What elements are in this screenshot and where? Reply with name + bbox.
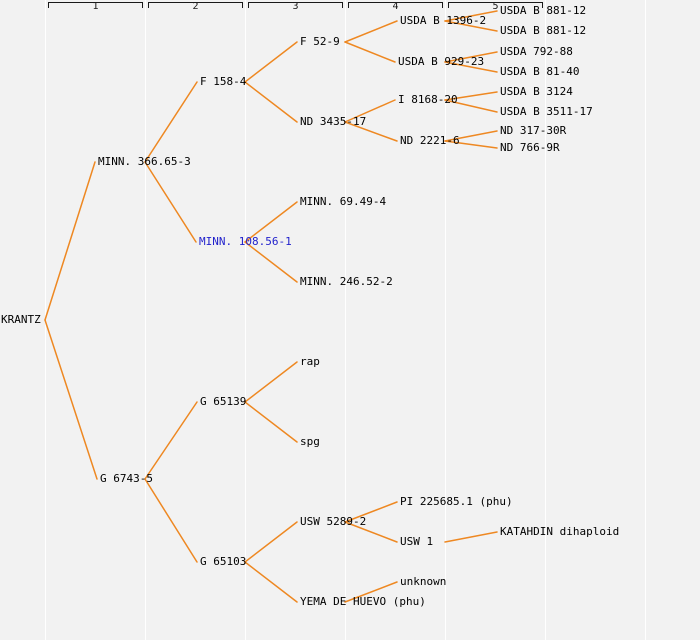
pedigree-node-usdab8140[interactable]: USDA B 81-40: [500, 65, 580, 78]
pedigree-node-yema[interactable]: YEMA DE HUEVO (phu): [300, 595, 426, 608]
pedigree-edge: [344, 20, 398, 43]
pedigree-edge: [144, 478, 198, 563]
pedigree-node-g65103[interactable]: G 65103: [200, 555, 247, 568]
pedigree-edge: [344, 521, 398, 543]
generation-label: 5: [492, 1, 499, 12]
pedigree-edge: [444, 20, 498, 32]
pedigree-edge: [444, 51, 498, 63]
pedigree-edge: [244, 521, 298, 563]
generation-bracket: [448, 2, 543, 8]
generation-bracket: [48, 2, 143, 8]
pedigree-edge: [444, 61, 498, 73]
pedigree-node-minn246522[interactable]: MINN. 246.52-2: [300, 275, 393, 288]
pedigree-edge: [444, 91, 498, 101]
generation-bracket: [248, 2, 343, 8]
pedigree-edge: [344, 581, 398, 603]
pedigree-node-g65139[interactable]: G 65139: [200, 395, 247, 408]
pedigree-node-minn36665[interactable]: MINN. 366.65-3: [98, 155, 191, 168]
pedigree-node-f1584[interactable]: F 158-4: [200, 75, 247, 88]
pedigree-edge: [144, 401, 198, 480]
pedigree-node-i816820[interactable]: I 8168-20: [398, 93, 458, 106]
pedigree-edge: [444, 140, 498, 149]
pedigree-edge: [144, 81, 198, 163]
generation-label: 1: [92, 1, 99, 12]
pedigree-node-usda79288[interactable]: USDA 792-88: [500, 45, 573, 58]
column-gridline: [445, 0, 446, 640]
pedigree-node-usdab92923[interactable]: USDA B 929-23: [398, 55, 485, 68]
pedigree-edge: [344, 121, 398, 142]
pedigree-node-usdab88112a[interactable]: USDA B 881-12: [500, 4, 587, 17]
pedigree-edge: [344, 501, 398, 523]
pedigree-node-usdab3124[interactable]: USDA B 3124: [500, 85, 573, 98]
pedigree-node-spg[interactable]: spg: [300, 435, 320, 448]
pedigree-edge: [244, 241, 298, 283]
pedigree-node-rap[interactable]: rap: [300, 355, 320, 368]
pedigree-node-krantz[interactable]: KRANTZ: [1, 313, 41, 326]
pedigree-edge: [44, 161, 96, 321]
pedigree-node-pi225685[interactable]: PI 225685.1 (phu): [400, 495, 513, 508]
pedigree-node-f529[interactable]: F 52-9: [300, 35, 340, 48]
pedigree-edge: [144, 161, 197, 243]
pedigree-edge: [244, 41, 298, 83]
generation-label: 4: [392, 1, 399, 12]
pedigree-node-katahdin[interactable]: KATAHDIN dihaploid: [500, 525, 620, 538]
pedigree-node-usw1[interactable]: USW 1: [400, 535, 434, 548]
pedigree-edge: [244, 81, 298, 123]
pedigree-node-minn10856[interactable]: MINN. 108.56-1: [199, 235, 292, 248]
column-gridline: [145, 0, 146, 640]
pedigree-edge: [444, 130, 498, 142]
pedigree-node-nd22216[interactable]: ND 2221-6: [400, 134, 460, 147]
pedigree-edge: [244, 201, 298, 243]
column-gridline: [345, 0, 346, 640]
generation-bracket: [148, 2, 243, 8]
pedigree-node-usdab351117[interactable]: USDA B 3511-17: [500, 105, 593, 118]
generation-label: 3: [292, 1, 299, 12]
pedigree-node-usdab13962[interactable]: USDA B 1396-2: [400, 14, 487, 27]
pedigree-node-nd7669r[interactable]: ND 766-9R: [500, 141, 560, 154]
pedigree-node-usdab88112b[interactable]: USDA B 881-12: [500, 24, 587, 37]
pedigree-node-usw52892[interactable]: USW 5289-2: [300, 515, 367, 528]
pedigree-edge: [244, 561, 298, 603]
pedigree-node-minn69494[interactable]: MINN. 69.49-4: [300, 195, 387, 208]
generation-bracket: [348, 2, 443, 8]
column-gridline: [545, 0, 546, 640]
pedigree-edge: [344, 99, 396, 123]
pedigree-edge: [444, 99, 498, 113]
pedigree-edge: [444, 10, 498, 22]
column-gridline: [245, 0, 246, 640]
pedigree-edge: [344, 41, 396, 63]
pedigree-node-nd31730r[interactable]: ND 317-30R: [500, 124, 567, 137]
pedigree-node-g67435[interactable]: G 6743-5: [100, 472, 153, 485]
pedigree-edge: [444, 531, 498, 543]
pedigree-edge: [44, 319, 98, 480]
pedigree-edge: [244, 401, 298, 443]
pedigree-node-nd343517[interactable]: ND 3435-17: [300, 115, 367, 128]
generation-label: 2: [192, 1, 199, 12]
column-gridline: [645, 0, 646, 640]
pedigree-node-unknown[interactable]: unknown: [400, 575, 447, 588]
pedigree-edge: [244, 361, 298, 403]
